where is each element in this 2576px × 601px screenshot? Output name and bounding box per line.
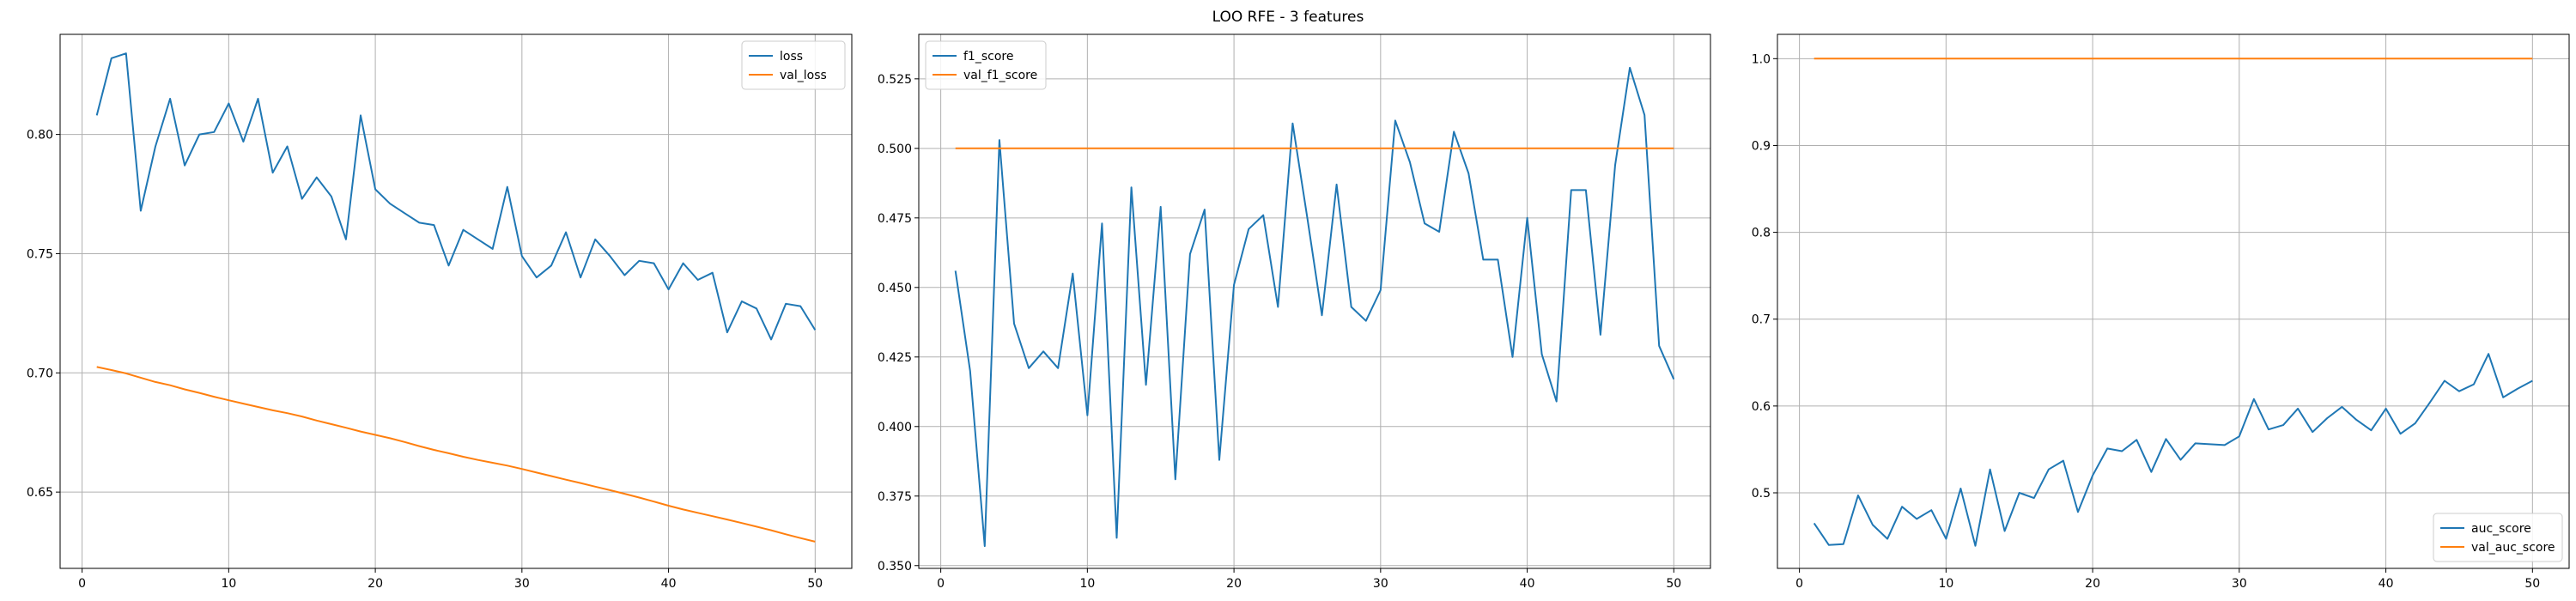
legend-box bbox=[925, 40, 1047, 90]
y-tick-label: 0.500 bbox=[878, 143, 912, 156]
x-tick-label: 40 bbox=[1520, 577, 1535, 591]
legend-box bbox=[741, 40, 846, 90]
x-tick-label: 20 bbox=[1226, 577, 1242, 591]
y-tick-label: 0.400 bbox=[878, 421, 912, 434]
x-tick-label: 30 bbox=[2232, 577, 2247, 591]
legend-box bbox=[2433, 513, 2563, 562]
legend: f1_score val_f1_score bbox=[925, 40, 1047, 90]
x-tick-label: 20 bbox=[368, 577, 383, 591]
y-tick-label: 1.0 bbox=[1752, 52, 1771, 66]
x-tick-label: 40 bbox=[661, 577, 677, 591]
x-tick-label: 40 bbox=[2379, 577, 2394, 591]
legend-label: loss bbox=[780, 50, 803, 64]
legend-label: auc_score bbox=[2471, 522, 2531, 536]
y-tick-label: 0.5 bbox=[1752, 487, 1771, 501]
x-tick-label: 0 bbox=[78, 577, 86, 591]
figure-title: LOO RFE - 3 features bbox=[1212, 9, 1364, 26]
y-tick-label: 0.425 bbox=[878, 351, 912, 365]
y-tick-label: 0.350 bbox=[878, 560, 912, 574]
auc-score-plot: 0 10 20 30 40 50 0.5 0.6 0.7 0.8 0.9 1.0 auc_scoreva… bbox=[1752, 33, 2570, 591]
y-tick-label: 0.375 bbox=[878, 490, 912, 504]
legend-label: val_f1_score bbox=[963, 69, 1037, 82]
x-tick-label: 10 bbox=[1079, 577, 1095, 591]
x-tick-label: 30 bbox=[1373, 577, 1388, 591]
x-tick-label: 30 bbox=[514, 577, 530, 591]
y-tick-label: 0.6 bbox=[1752, 400, 1771, 414]
x-tick-label: 50 bbox=[1666, 577, 1681, 591]
x-tick-label: 10 bbox=[221, 577, 236, 591]
legend-label: val_auc_score bbox=[2471, 541, 2555, 555]
legend-label: f1_score bbox=[963, 50, 1013, 64]
legend-label: val_loss bbox=[780, 69, 827, 82]
y-tick-label: 0.70 bbox=[27, 367, 53, 380]
y-tick-label: 0.525 bbox=[878, 73, 912, 87]
series-line-f1-score bbox=[954, 66, 1675, 548]
y-tick-label: 0.75 bbox=[27, 247, 53, 261]
y-tick-label: 0.8 bbox=[1752, 227, 1771, 240]
y-tick-label: 0.65 bbox=[27, 486, 53, 500]
axes-frame bbox=[1777, 33, 2570, 569]
y-tick-label: 0.80 bbox=[27, 129, 53, 143]
x-tick-label: 50 bbox=[2524, 577, 2540, 591]
x-tick-label: 0 bbox=[1795, 577, 1803, 591]
axes-frame bbox=[918, 33, 1711, 569]
series-line-loss bbox=[95, 52, 817, 341]
y-tick-label: 0.450 bbox=[878, 282, 912, 295]
x-tick-label: 10 bbox=[1938, 577, 1953, 591]
series-line-val-loss bbox=[96, 366, 816, 543]
x-tick-label: 50 bbox=[807, 577, 823, 591]
x-tick-label: 0 bbox=[937, 577, 945, 591]
legend: loss val_loss bbox=[741, 40, 846, 90]
x-tick-label: 20 bbox=[2085, 577, 2100, 591]
axes-frame bbox=[59, 33, 853, 569]
legend: auc_score val_auc_score bbox=[2433, 513, 2563, 562]
loss-plot: 0 10 20 30 40 50 0.65 0.70 0.75 0.80 loss val_loss bbox=[27, 33, 853, 591]
y-tick-label: 0.475 bbox=[878, 212, 912, 226]
y-tick-label: 0.7 bbox=[1752, 313, 1771, 327]
f1-score-plot: 0 10 20 30 40 50 0.350 0.375 0.400 0.425 0.450 0.47… bbox=[878, 33, 1711, 591]
series-line-auc-score bbox=[1813, 353, 2533, 547]
y-tick-label: 0.9 bbox=[1752, 139, 1771, 153]
